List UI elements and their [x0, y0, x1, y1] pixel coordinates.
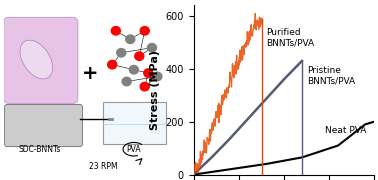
Circle shape [117, 49, 126, 57]
Text: PVA: PVA [127, 145, 141, 154]
FancyBboxPatch shape [103, 102, 166, 144]
Text: +: + [82, 64, 99, 83]
Text: Purified
BNNTs/PVA: Purified BNNTs/PVA [266, 28, 314, 47]
Circle shape [111, 27, 120, 35]
Text: Neat PVA: Neat PVA [325, 126, 367, 135]
Y-axis label: Stress (MPa): Stress (MPa) [150, 50, 160, 130]
FancyBboxPatch shape [4, 17, 78, 104]
Text: 23 RPM: 23 RPM [89, 162, 118, 171]
Ellipse shape [20, 40, 53, 79]
Circle shape [140, 27, 149, 35]
Circle shape [144, 69, 153, 77]
Circle shape [135, 52, 144, 60]
Circle shape [122, 77, 131, 86]
Circle shape [108, 60, 117, 69]
Circle shape [126, 35, 135, 44]
Text: SDC-BNNTs: SDC-BNNTs [19, 145, 61, 154]
Circle shape [153, 72, 162, 81]
Circle shape [147, 44, 156, 52]
Circle shape [140, 82, 149, 91]
FancyBboxPatch shape [5, 104, 82, 147]
Circle shape [129, 66, 138, 74]
Text: Pristine
BNNTs/PVA: Pristine BNNTs/PVA [307, 66, 355, 86]
